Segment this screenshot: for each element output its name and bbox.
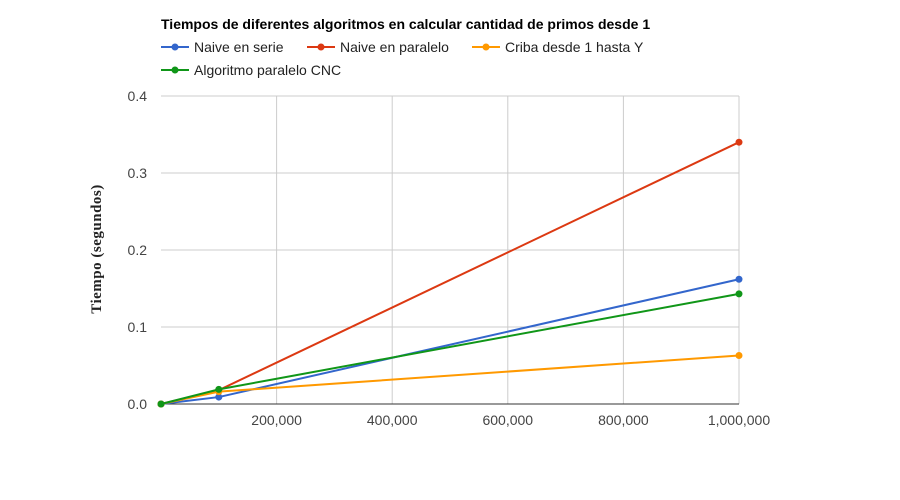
series-line	[160, 354, 740, 405]
chart-title: Tiempos de diferentes algoritmos en calc…	[161, 16, 650, 32]
legend: Naive en serie Naive en paralelo Criba des…	[161, 39, 644, 78]
legend-item: Naive en paralelo	[307, 39, 449, 55]
legend-label: Criba desde 1 hasta Y	[505, 39, 644, 55]
x-tick-label: 200,000	[251, 412, 302, 428]
legend-label: Naive en paralelo	[340, 39, 449, 55]
x-tick-label: 800,000	[598, 412, 649, 428]
legend-item: Algoritmo paralelo CNC	[161, 62, 341, 78]
series-naive-en-serie	[157, 275, 743, 408]
grid	[161, 95, 740, 405]
legend-item: Criba desde 1 hasta Y	[472, 39, 644, 55]
data-point	[157, 400, 165, 408]
data-point	[215, 385, 223, 393]
y-tick-label: 0.1	[128, 319, 148, 335]
series-algoritmo-paralelo-cnc	[157, 290, 743, 408]
legend-swatch-dot	[317, 43, 325, 51]
series-naive-en-paralelo	[157, 138, 743, 408]
legend-swatch-dot	[171, 66, 179, 74]
x-tick-label: 600,000	[482, 412, 533, 428]
legend-label: Naive en serie	[194, 39, 284, 55]
y-tick-label: 0.0	[128, 396, 148, 412]
legend-swatch-dot	[482, 43, 490, 51]
series-line	[160, 141, 740, 405]
y-tick-label: 0.3	[128, 165, 148, 181]
y-tick-label: 0.2	[128, 242, 148, 258]
data-point	[735, 138, 743, 146]
x-axis: 200,000 400,000 600,000 800,000 1,000,000	[251, 412, 770, 428]
series-line	[160, 278, 740, 405]
y-axis-label: Tiempo (segundos)	[89, 184, 105, 314]
x-tick-label: 1,000,000	[708, 412, 770, 428]
y-tick-label: 0.4	[128, 88, 148, 104]
data-point	[735, 275, 743, 283]
legend-swatch-dot	[171, 43, 179, 51]
data-point	[735, 290, 743, 298]
series-group	[157, 138, 743, 408]
data-point	[215, 393, 223, 401]
legend-item: Naive en serie	[161, 39, 284, 55]
data-point	[735, 351, 743, 359]
series-criba-desde-1-hasta-y	[157, 351, 743, 408]
series-line	[160, 292, 740, 405]
x-tick-label: 400,000	[367, 412, 418, 428]
legend-label: Algoritmo paralelo CNC	[194, 62, 341, 78]
y-axis: 0.0 0.1 0.2 0.3 0.4	[128, 88, 148, 412]
